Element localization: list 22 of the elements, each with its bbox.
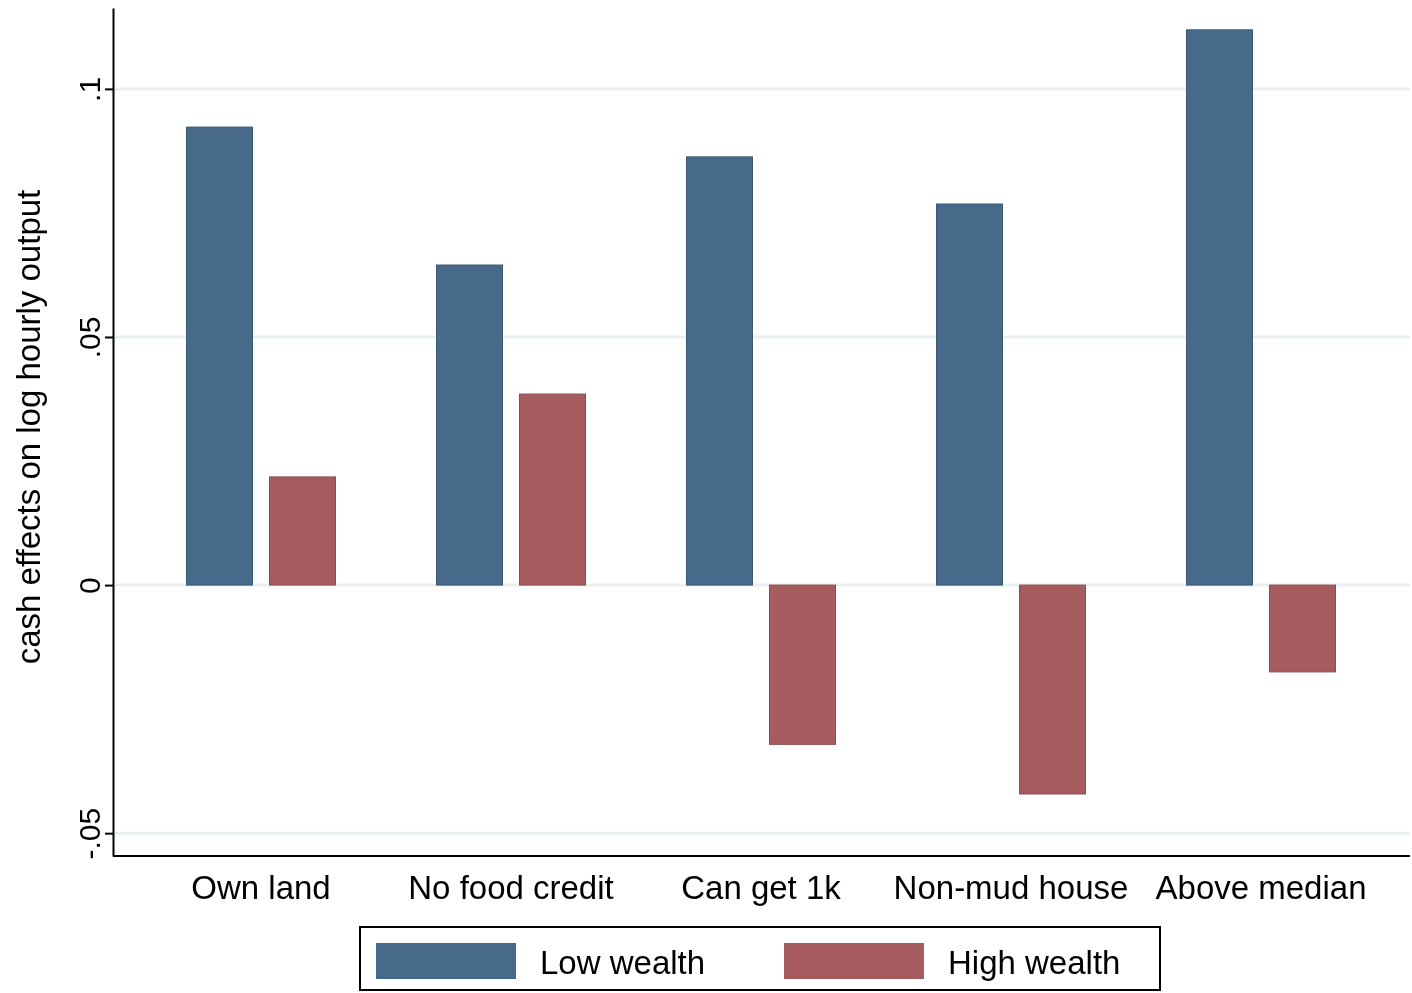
- bar: [269, 476, 336, 586]
- y-tick-label: 0: [72, 577, 106, 594]
- bar: [436, 264, 503, 586]
- bar: [769, 584, 836, 745]
- x-tick-label: Non-mud house: [893, 868, 1129, 906]
- x-tick-label: Above median: [1155, 868, 1367, 906]
- bar: [1269, 584, 1336, 673]
- bar: [1019, 584, 1086, 795]
- x-tick-label: Can get 1k: [681, 868, 842, 906]
- y-axis-title: cash effects on log hourly output: [10, 189, 47, 665]
- y-tick-label: .05: [72, 316, 106, 359]
- bar: [519, 393, 586, 586]
- legend-label: Low wealth: [540, 944, 706, 981]
- bar: [936, 203, 1003, 586]
- legend-label: High wealth: [948, 944, 1121, 981]
- x-tick-label: Own land: [191, 868, 331, 906]
- bar: [686, 156, 753, 586]
- bar: [186, 126, 253, 586]
- y-tick-label: .1: [72, 76, 106, 102]
- x-tick-label: No food credit: [408, 868, 614, 906]
- y-tick-label: -.05: [72, 807, 106, 860]
- bar: [1186, 29, 1253, 586]
